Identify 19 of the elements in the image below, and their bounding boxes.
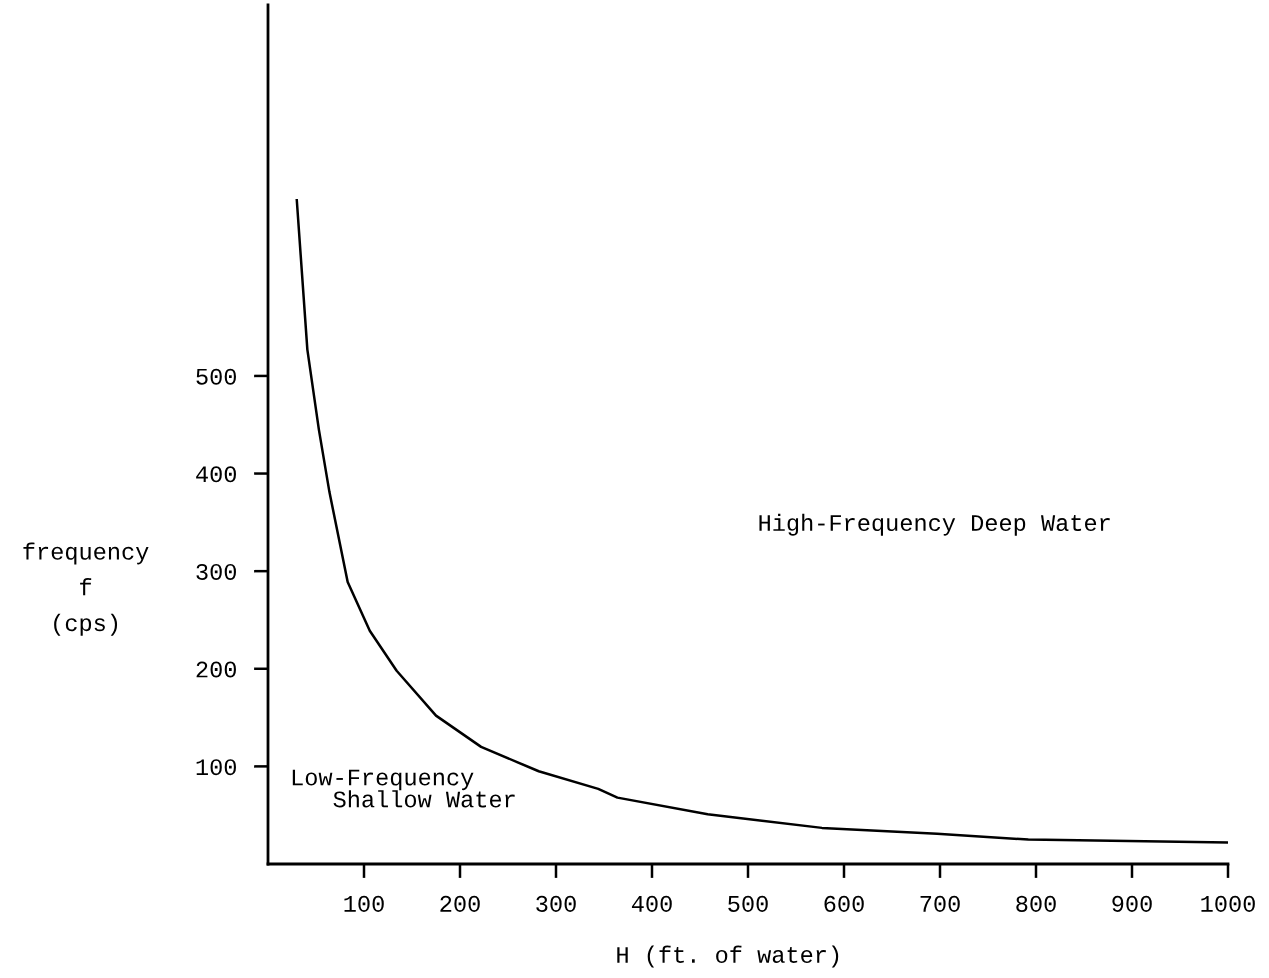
- annotation: Low-Frequency Shallow Water: [292, 769, 515, 808]
- y-tick-label: 300: [196, 563, 236, 580]
- annotation: High-Frequency Deep Water: [759, 513, 1110, 536]
- y-tick-label: 500: [196, 368, 236, 385]
- x-tick-label: 200: [440, 895, 480, 912]
- y-tick-label: 400: [196, 466, 236, 483]
- y-tick-label: 100: [196, 759, 236, 776]
- x-tick-label: 800: [1016, 895, 1056, 912]
- y-tick-label: 200: [196, 661, 236, 678]
- x-tick-label: 100: [344, 895, 384, 912]
- x-tick-label: 600: [824, 895, 864, 912]
- x-tick-label: 1000: [1201, 895, 1255, 912]
- x-tick-label: 400: [631, 895, 672, 912]
- x-tick-label: 700: [920, 895, 960, 912]
- y-axis-title: frequency f (cps): [23, 542, 149, 636]
- x-tick-label: 300: [536, 895, 576, 912]
- x-tick-label: 900: [1112, 895, 1152, 912]
- x-axis-title: H (ft. of water): [617, 945, 839, 968]
- x-tick-label: 500: [728, 895, 768, 912]
